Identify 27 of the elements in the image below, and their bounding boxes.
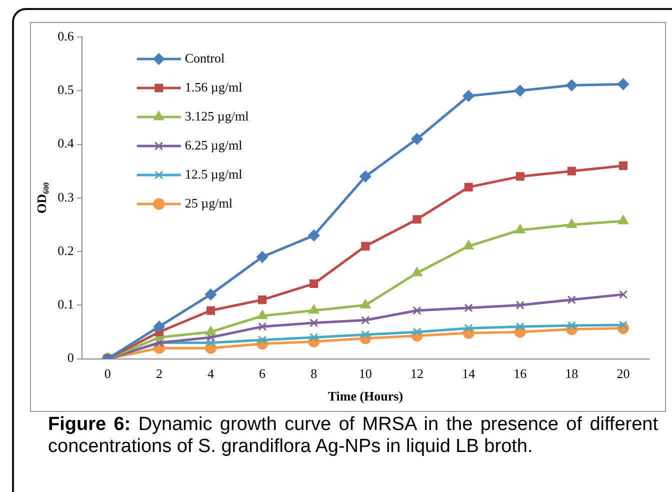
y-tick-label: 0.1 <box>58 296 74 312</box>
x-tick-label: 10 <box>358 366 372 382</box>
y-tick-label: 0.2 <box>58 242 74 258</box>
y-tick-label: 0.4 <box>58 136 74 151</box>
y-tick-label: 0 <box>67 350 74 366</box>
x-tick-label: 18 <box>565 366 578 382</box>
x-tick-label: 12 <box>410 366 424 382</box>
legend-label: 25 µg/ml <box>184 195 233 210</box>
caption: Figure 6: Dynamic growth curve of MRSA in the presence of different concentrations of S. grandiflora Ag-NPs in liquid LB broth. <box>48 414 658 458</box>
legend-label: 6.25 µg/ml <box>184 137 243 152</box>
x-tick-label: 2 <box>156 366 162 382</box>
x-tick-label: 0 <box>104 366 111 382</box>
x-tick-label: 16 <box>514 366 528 382</box>
legend-label: 3.125 µg/ml <box>184 108 250 124</box>
y-tick-label: 0.3 <box>58 189 74 204</box>
x-tick-label: 20 <box>616 366 630 382</box>
legend-label: 12.5 µg/ml <box>184 166 243 182</box>
y-tick-label: 0.6 <box>58 28 74 44</box>
x-axis-title: Time (Hours) <box>328 388 404 404</box>
legend-label: 1.56 µg/ml <box>184 79 243 94</box>
x-tick-label: 14 <box>462 366 476 382</box>
y-tick-label: 0.5 <box>58 82 74 98</box>
x-tick-label: 8 <box>310 366 318 382</box>
x-tick-label: 4 <box>208 366 214 382</box>
x-tick-label: 6 <box>259 366 266 382</box>
y-axis-title: OD₆₀₀ <box>34 182 50 214</box>
legend-label: Control <box>184 50 225 66</box>
